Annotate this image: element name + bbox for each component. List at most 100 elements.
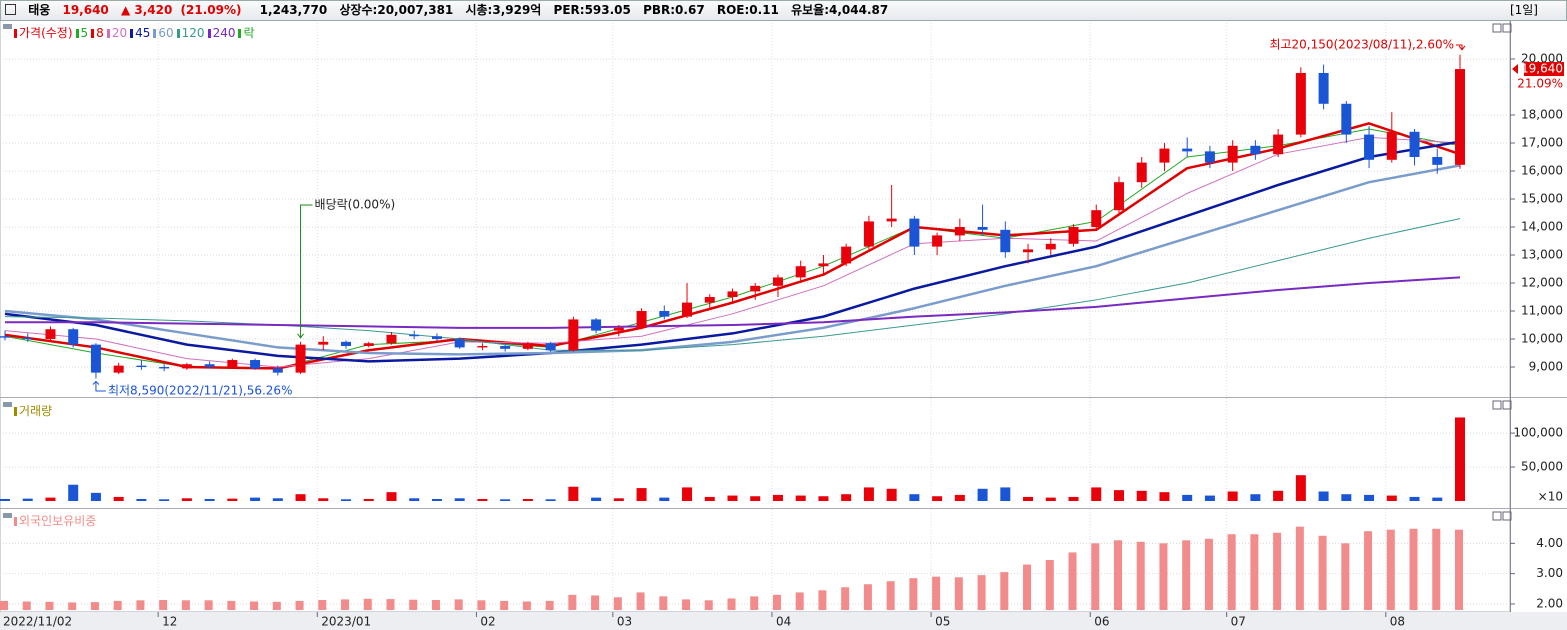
- bar: [1318, 491, 1329, 501]
- bar: [250, 497, 261, 501]
- bar: [772, 494, 783, 501]
- bar: [1000, 487, 1011, 501]
- bar: [932, 496, 943, 501]
- candle-body: [0, 336, 10, 338]
- candle-body: [204, 364, 215, 368]
- candle-body: [682, 302, 693, 317]
- bar: [1318, 535, 1327, 610]
- panel-button[interactable]: [1502, 511, 1512, 521]
- bar: [136, 498, 147, 501]
- bar: [386, 492, 397, 501]
- bar: [227, 498, 238, 501]
- bar: [341, 499, 352, 501]
- bar: [68, 484, 79, 501]
- candle-body: [318, 341, 329, 345]
- legend-entry: 120: [177, 26, 205, 40]
- y-tick-label: 50,000: [1521, 460, 1563, 474]
- x-tick-label: 2023/01: [321, 615, 371, 629]
- legend-entry: 45: [130, 26, 150, 40]
- candle-body: [68, 329, 79, 345]
- bar: [1295, 475, 1306, 501]
- bar: [1204, 538, 1213, 610]
- price-pointer: [1512, 64, 1518, 75]
- candle-body: [386, 334, 397, 344]
- candle-body: [568, 319, 579, 351]
- bar: [1182, 540, 1191, 610]
- candle-body: [477, 346, 488, 348]
- y-tick-label: 20,000: [1521, 51, 1563, 65]
- bar: [272, 601, 281, 610]
- candle-body: [1273, 134, 1284, 155]
- bar: [1136, 541, 1145, 610]
- y-tick-label: 14,000: [1521, 220, 1563, 234]
- bar: [1455, 529, 1463, 610]
- stock-name: 태웅: [28, 3, 51, 17]
- bar: [204, 498, 215, 501]
- candle-body: [136, 365, 147, 368]
- bar: [750, 496, 761, 501]
- bar: [1068, 496, 1079, 501]
- bar: [1432, 497, 1443, 501]
- x-axis-strip: [0, 612, 1567, 630]
- bar: [136, 600, 145, 610]
- candle-body: [1318, 72, 1329, 104]
- moving-average: [4, 140, 1461, 363]
- bar: [1136, 490, 1147, 501]
- candle-body: [772, 277, 783, 286]
- x-tick-label: 02: [480, 615, 495, 629]
- candle-body: [341, 341, 352, 347]
- bar: [613, 597, 622, 610]
- panel-button[interactable]: [1492, 511, 1502, 521]
- listed: 상장수:20,007,381: [339, 3, 454, 17]
- bar: [636, 592, 645, 610]
- bar: [90, 602, 99, 610]
- candle-body: [1091, 210, 1102, 228]
- candle-body: [1045, 243, 1056, 250]
- period[interactable]: [1일]: [1509, 3, 1538, 17]
- candle-body: [363, 343, 374, 347]
- bar: [227, 600, 236, 610]
- bar: [1045, 560, 1054, 610]
- bar: [545, 499, 556, 501]
- bar: [818, 590, 827, 610]
- moving-average: [5, 276, 1461, 329]
- panel-button[interactable]: [1502, 400, 1512, 410]
- bar: [932, 576, 941, 610]
- bar: [682, 487, 693, 501]
- legend-entry: 가격(수정): [14, 26, 73, 40]
- bar: [977, 575, 986, 610]
- bar: [1227, 491, 1238, 501]
- bar: [636, 488, 647, 501]
- y-tick-label: 11,000: [1521, 304, 1563, 318]
- bar: [1273, 490, 1284, 501]
- bar: [1091, 543, 1100, 610]
- bar: [181, 600, 190, 610]
- panel-button[interactable]: [1492, 400, 1502, 410]
- candle-body: [1409, 131, 1420, 157]
- change-pct: (21.09%): [180, 3, 242, 17]
- candle-body: [409, 334, 420, 337]
- y-tick-label: 3.00: [1536, 566, 1563, 580]
- candle-body: [45, 329, 56, 340]
- moving-average: [4, 164, 1461, 356]
- bar: [454, 599, 463, 610]
- annotation: 배당락(0.00%): [315, 198, 396, 212]
- bar: [1227, 534, 1236, 610]
- bar: [341, 599, 350, 610]
- checkbox[interactable]: [5, 4, 16, 15]
- panel-button[interactable]: [1492, 23, 1502, 33]
- candle-body: [1204, 151, 1215, 163]
- bar: [863, 487, 874, 501]
- candle-body: [113, 365, 124, 373]
- bar: [431, 498, 442, 501]
- bar: [1341, 543, 1350, 610]
- candle-body: [1113, 182, 1124, 211]
- bar: [295, 494, 306, 501]
- price: 19,640: [62, 3, 109, 17]
- bar: [409, 498, 420, 501]
- bar: [727, 495, 738, 501]
- x-tick-label: 2022/11/02: [3, 615, 72, 629]
- panel-button[interactable]: [1502, 23, 1512, 33]
